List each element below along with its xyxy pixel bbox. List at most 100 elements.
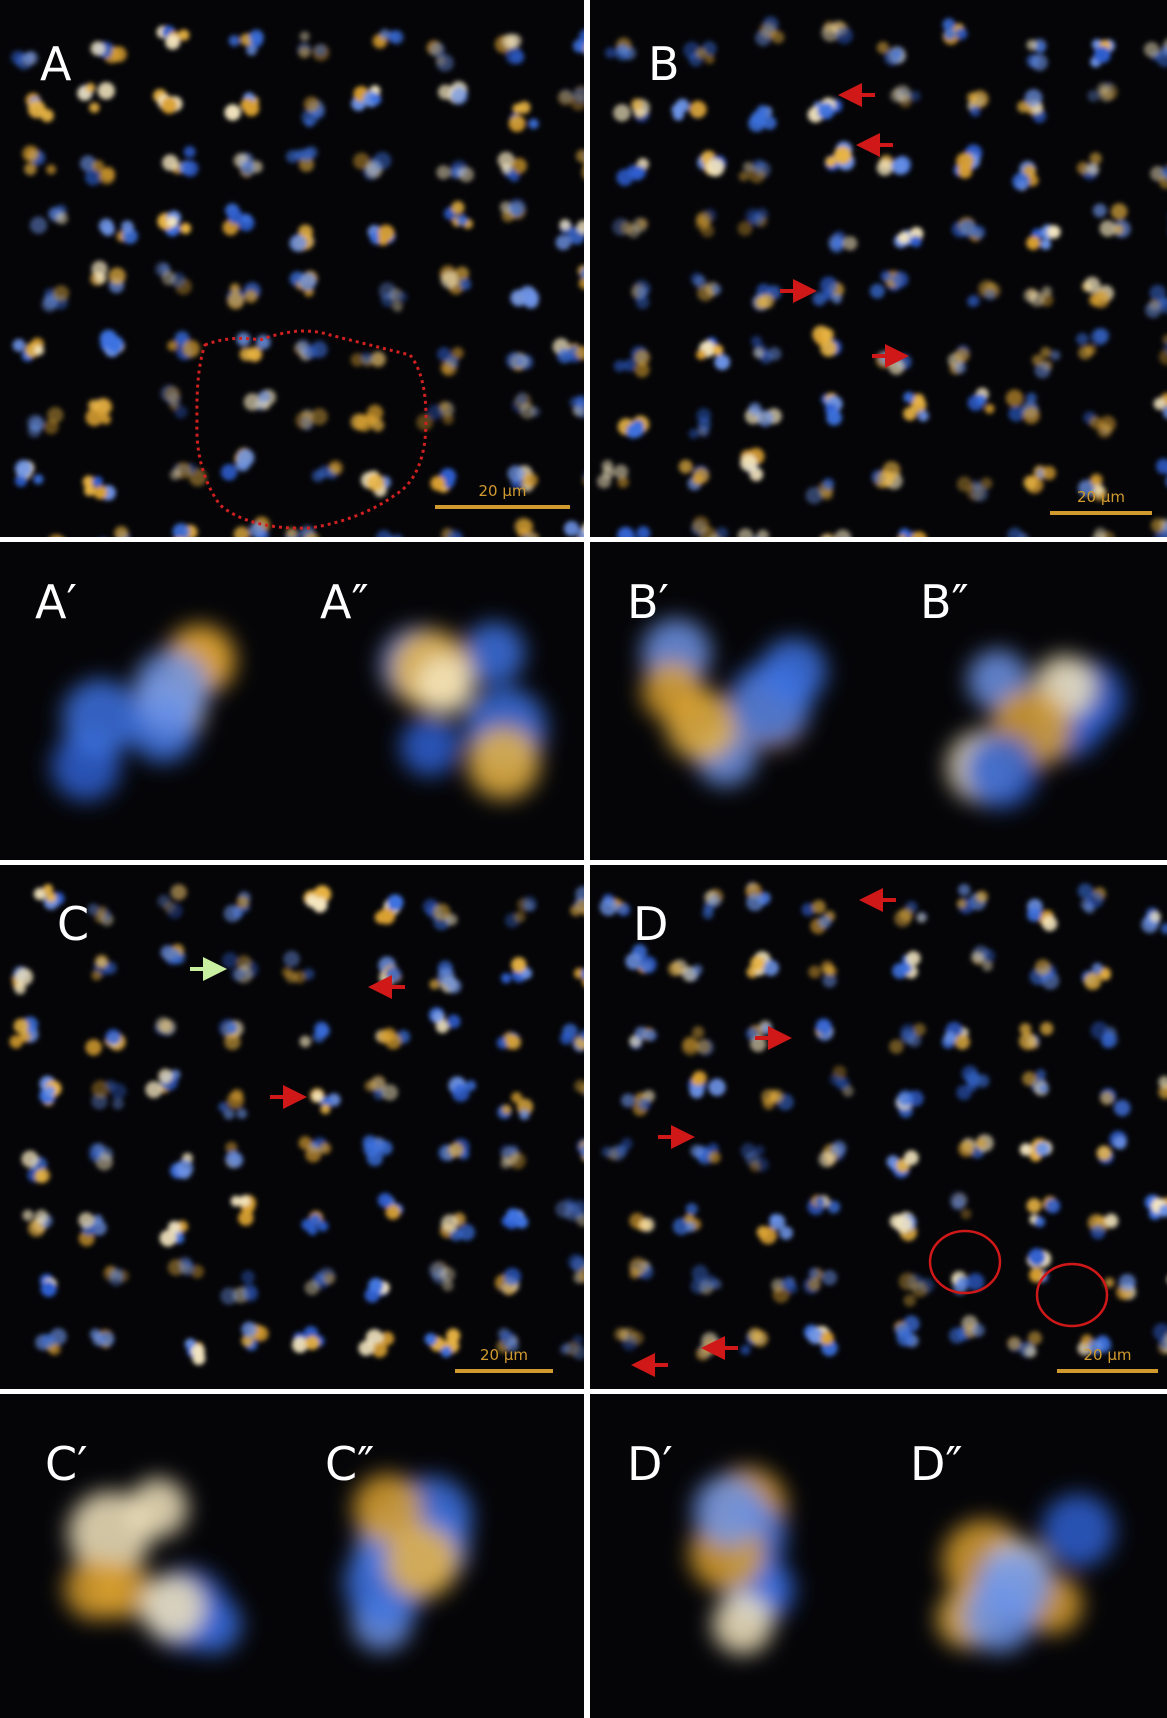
cell bbox=[893, 47, 904, 58]
cell bbox=[740, 454, 757, 471]
cell bbox=[46, 165, 56, 175]
cell bbox=[442, 413, 453, 424]
cell bbox=[191, 1344, 205, 1358]
cell bbox=[692, 516, 709, 533]
cell bbox=[94, 486, 108, 500]
cell bbox=[500, 1158, 510, 1168]
cell bbox=[1023, 407, 1040, 424]
cell bbox=[615, 45, 631, 61]
cell bbox=[102, 223, 115, 236]
cell bbox=[1097, 1146, 1112, 1161]
cell bbox=[318, 1221, 329, 1232]
cell bbox=[447, 1015, 461, 1029]
cell bbox=[440, 1267, 455, 1282]
cell bbox=[458, 1224, 475, 1241]
cell bbox=[1039, 1083, 1049, 1093]
cell bbox=[363, 1142, 378, 1157]
cell bbox=[679, 460, 693, 474]
cell bbox=[427, 405, 442, 420]
cell bbox=[231, 968, 244, 981]
cell bbox=[112, 1098, 124, 1110]
cell bbox=[631, 98, 643, 110]
cell bbox=[84, 485, 95, 496]
cell bbox=[305, 1336, 319, 1350]
cell bbox=[808, 966, 821, 979]
cell bbox=[1026, 236, 1040, 250]
cell bbox=[437, 968, 454, 985]
cell bbox=[41, 109, 54, 122]
cell bbox=[761, 1024, 772, 1035]
cell bbox=[160, 1230, 177, 1247]
cell bbox=[963, 733, 1038, 808]
cell bbox=[708, 1151, 720, 1163]
cell bbox=[241, 1270, 255, 1284]
cell bbox=[976, 891, 988, 903]
cell bbox=[1076, 333, 1089, 346]
cell bbox=[692, 1026, 704, 1038]
cell bbox=[520, 403, 536, 419]
cell bbox=[220, 1288, 237, 1305]
cell bbox=[525, 901, 536, 912]
cell bbox=[502, 1104, 512, 1114]
cell bbox=[683, 1036, 698, 1051]
cell bbox=[1007, 528, 1022, 543]
cell bbox=[815, 1018, 832, 1035]
cell bbox=[573, 87, 589, 103]
cell bbox=[576, 220, 590, 234]
cell bbox=[823, 964, 835, 976]
cell bbox=[642, 661, 703, 722]
cell bbox=[898, 232, 910, 244]
panel-label: A″ bbox=[320, 575, 369, 629]
cell bbox=[638, 1097, 651, 1110]
cell bbox=[1036, 1142, 1050, 1156]
cell bbox=[708, 1079, 726, 1097]
cell bbox=[467, 726, 540, 799]
cell bbox=[1088, 163, 1100, 175]
cell bbox=[380, 29, 390, 39]
panels: A20 µmB20 µmA′A″B′B″C20 µmD20 µmC′C″D′D″ bbox=[0, 0, 1167, 1718]
cell bbox=[1084, 973, 1101, 990]
cell bbox=[221, 464, 238, 481]
cell bbox=[1078, 346, 1092, 360]
cell bbox=[1032, 354, 1044, 366]
cell bbox=[693, 468, 709, 484]
cell bbox=[165, 386, 181, 402]
cell bbox=[970, 106, 981, 117]
cell bbox=[378, 1193, 393, 1208]
cell bbox=[1145, 302, 1161, 318]
panel-label: C″ bbox=[325, 1437, 374, 1491]
cell bbox=[1113, 224, 1124, 235]
cell bbox=[43, 884, 53, 894]
cell bbox=[573, 39, 586, 52]
cell bbox=[976, 1547, 1051, 1622]
cell bbox=[282, 967, 292, 977]
cell bbox=[158, 1069, 173, 1084]
cell bbox=[956, 28, 968, 40]
cell bbox=[602, 467, 614, 479]
cell bbox=[825, 156, 836, 167]
cell bbox=[895, 1216, 912, 1233]
cell bbox=[305, 1280, 320, 1295]
cell bbox=[56, 212, 68, 224]
cell bbox=[743, 162, 753, 172]
cell bbox=[34, 345, 44, 355]
cell bbox=[162, 271, 176, 285]
cell bbox=[944, 1031, 957, 1044]
cell bbox=[696, 350, 706, 360]
cell bbox=[556, 235, 571, 250]
cell bbox=[984, 289, 996, 301]
cell bbox=[712, 1594, 772, 1654]
cell bbox=[502, 34, 517, 49]
cell bbox=[312, 1091, 323, 1102]
cell bbox=[247, 347, 262, 362]
cell bbox=[633, 166, 646, 179]
cell bbox=[602, 1146, 613, 1157]
cell bbox=[955, 1034, 970, 1049]
cell bbox=[972, 485, 988, 501]
cell bbox=[818, 915, 831, 928]
cell bbox=[314, 44, 326, 56]
cell bbox=[300, 31, 310, 41]
cell bbox=[967, 92, 977, 102]
cell bbox=[903, 1294, 916, 1307]
cell bbox=[22, 145, 39, 162]
